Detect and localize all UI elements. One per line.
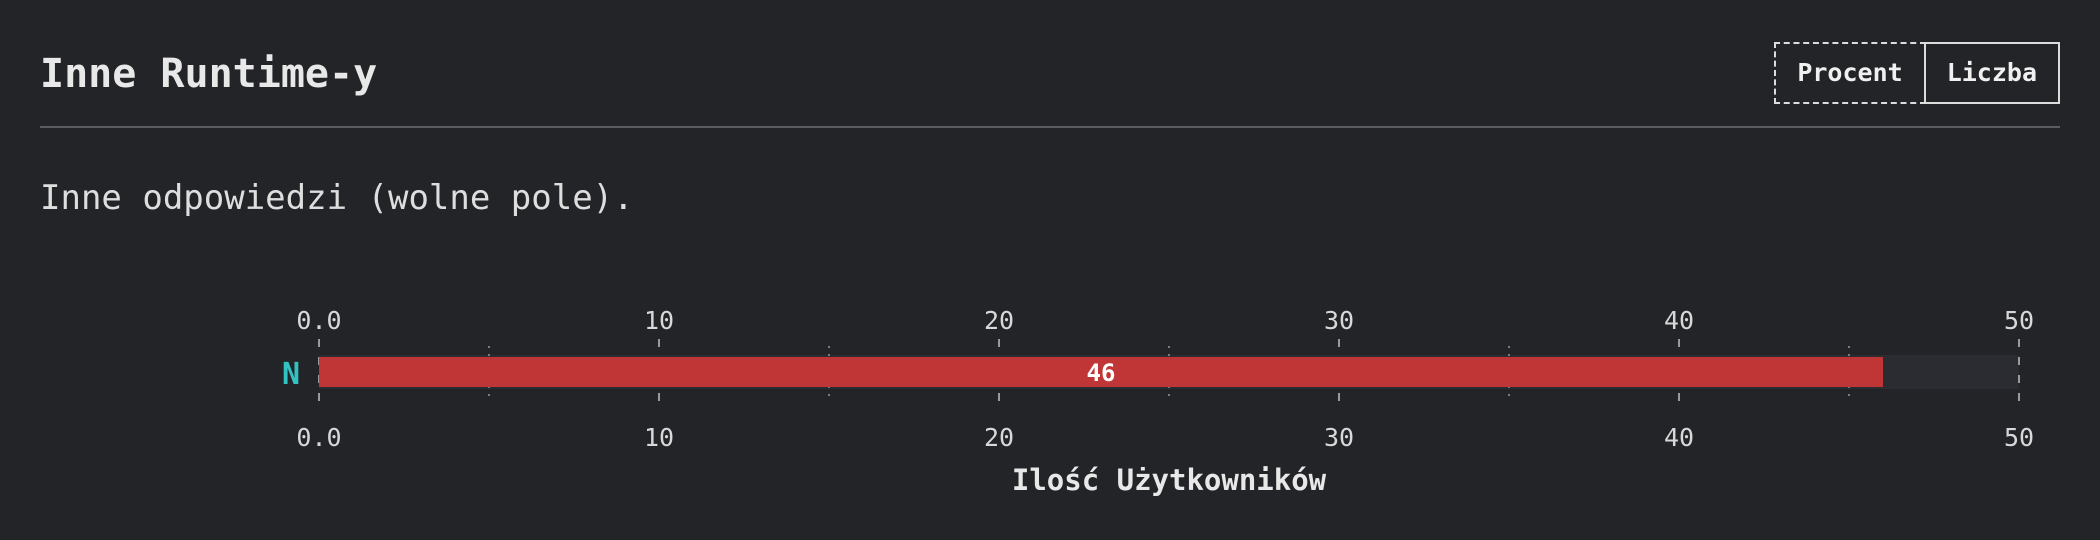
x-tick-label-bottom: 40	[1664, 423, 1694, 452]
bar-N	[319, 357, 1883, 387]
x-tick-label-top: 20	[984, 306, 1014, 335]
header-divider	[40, 126, 2060, 128]
view-mode-toggle: Procent Liczba	[1774, 42, 2060, 104]
x-tick-label-top: 50	[2004, 306, 2034, 335]
x-tick-label-top: 0.0	[296, 306, 341, 335]
x-tick-label-bottom: 50	[2004, 423, 2034, 452]
x-tick-label-bottom: 20	[984, 423, 1014, 452]
bar-data-label: 46	[1087, 359, 1116, 387]
x-tick-label-top: 10	[644, 306, 674, 335]
x-tick-label-top: 30	[1324, 306, 1354, 335]
category-label: N	[282, 357, 300, 392]
chart-description: Inne odpowiedzi (wolne pole).	[40, 178, 634, 218]
count-button[interactable]: Liczba	[1923, 42, 2060, 104]
x-tick-label-top: 40	[1664, 306, 1694, 335]
x-axis-title: Ilość Użytkowników	[1012, 463, 1327, 497]
page-title: Inne Runtime-y	[40, 51, 378, 97]
percent-button[interactable]: Procent	[1774, 42, 1926, 104]
x-tick-label-bottom: 10	[644, 423, 674, 452]
x-tick-label-bottom: 0.0	[296, 423, 341, 452]
x-tick-label-bottom: 30	[1324, 423, 1354, 452]
